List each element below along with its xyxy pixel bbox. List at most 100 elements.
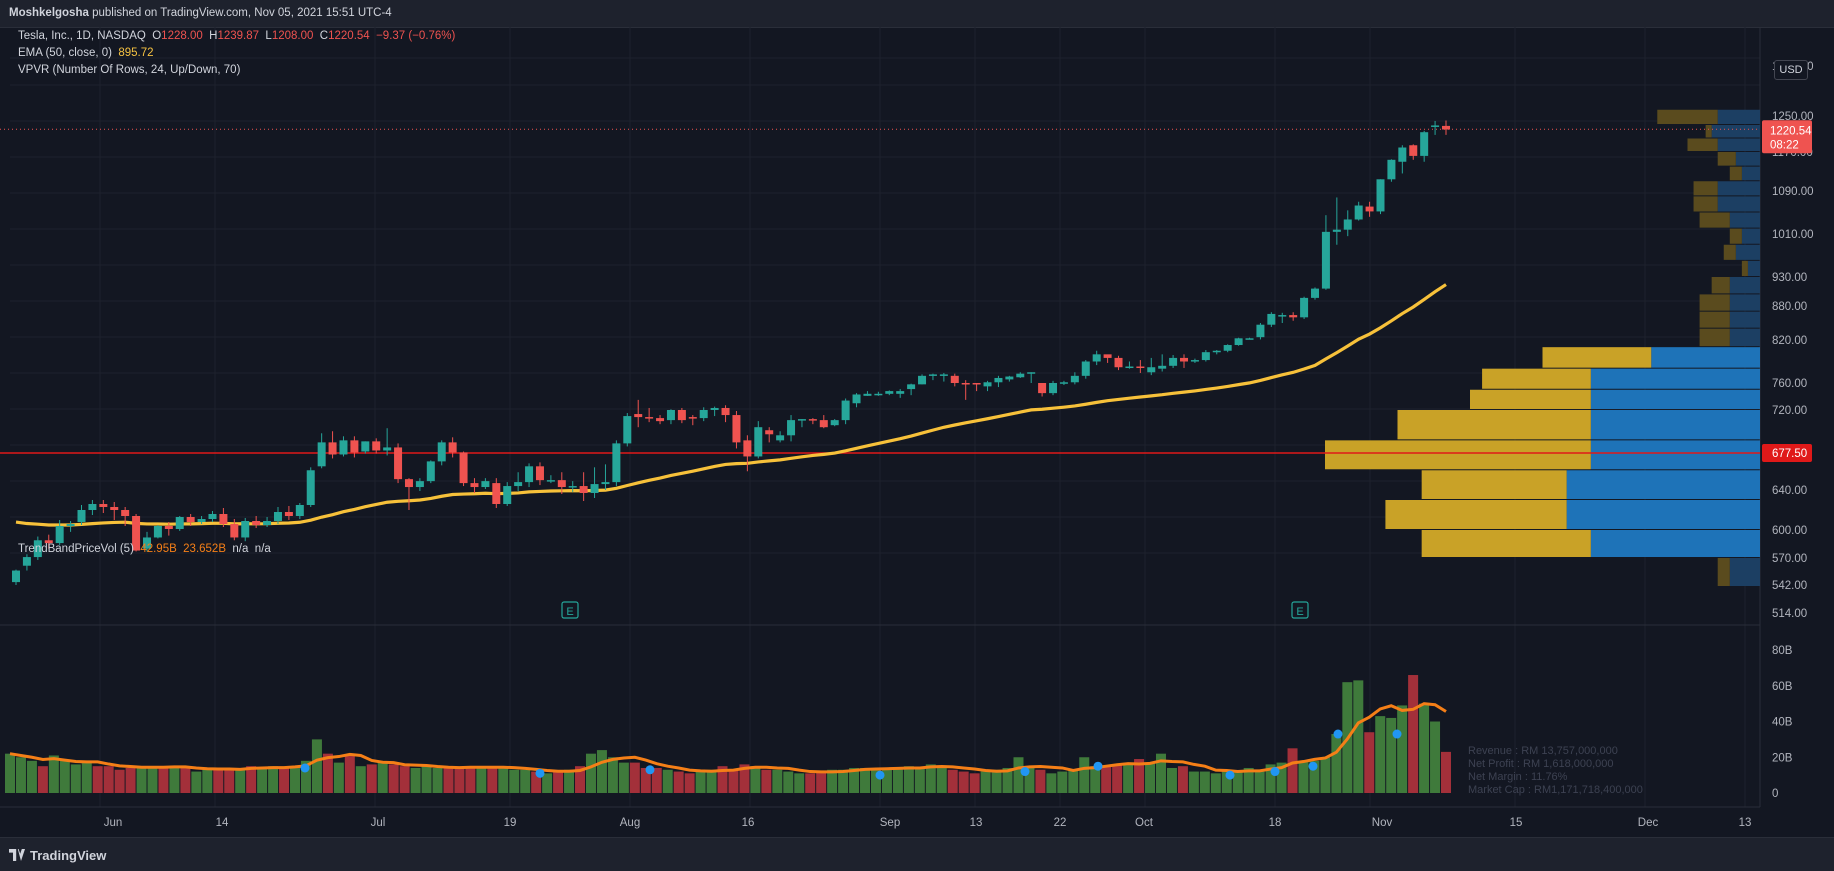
candle-body [219, 514, 228, 524]
tradingview-logo[interactable]: TradingView [9, 848, 106, 863]
chart-canvas[interactable]: EE1330.001250.001170.001090.001010.00930… [0, 27, 1834, 837]
candle-body [404, 479, 413, 488]
volume-bar [333, 762, 344, 793]
volume-bar [421, 766, 432, 793]
volume-bar [1101, 766, 1112, 793]
vpvr-up-bar [1717, 152, 1736, 166]
candle-body [579, 486, 588, 493]
footer: TradingView [0, 837, 1834, 871]
volume-bar [827, 769, 838, 793]
candle-body [732, 415, 741, 443]
volume-bar [684, 773, 695, 793]
ema-legend[interactable]: EMA (50, close, 0) 895.72 [18, 47, 154, 59]
candle-body [22, 557, 31, 566]
candle-body [339, 440, 348, 455]
close-value: 1220.54 [328, 30, 370, 42]
publish-bar: Moshkelgosha published on TradingView.co… [0, 0, 1834, 28]
volume-bar [1177, 766, 1188, 793]
vpvr-up-bar [1729, 166, 1742, 181]
vpvr-label: VPVR (Number Of Rows, 24, Up/Down, 70) [18, 64, 241, 76]
volume-bar [1298, 760, 1309, 793]
volume-bar [1408, 675, 1419, 793]
candle-body [1300, 297, 1309, 318]
candle-body [372, 441, 381, 451]
time-tick-label: Sep [880, 817, 900, 829]
volume-bar [399, 766, 410, 793]
candle-body [1059, 382, 1068, 384]
candle-body [12, 570, 20, 583]
volume-bar [15, 757, 26, 793]
volume-bar [1276, 762, 1287, 793]
vpvr-up-bar [1325, 440, 1591, 470]
volume-bar [147, 766, 158, 793]
volume-bar [542, 773, 553, 793]
candle-body [645, 417, 654, 419]
candle-body [437, 442, 446, 462]
last-price-box [1762, 120, 1812, 154]
volume-bar [70, 764, 81, 793]
candle-body [808, 419, 817, 421]
candle-body [852, 394, 861, 404]
trend-line [9, 702, 1447, 780]
candle-body [1409, 145, 1418, 156]
volume-bar [180, 767, 191, 793]
horizontal-line [0, 128, 1760, 454]
candle-body [776, 435, 785, 441]
volume-bar [761, 769, 772, 793]
candle-body [1169, 357, 1178, 366]
candle-body [99, 504, 108, 507]
volume-bar [794, 773, 805, 793]
candle-body [994, 377, 1003, 383]
candle-body [110, 507, 119, 510]
trend-signal-dot [645, 765, 655, 775]
candle-body [743, 440, 752, 457]
candle-body [983, 382, 992, 387]
volume-bar [322, 753, 333, 793]
volume-bar [213, 767, 224, 793]
author-name[interactable]: Moshkelgosha [9, 7, 89, 19]
vpvr-down-bar [1717, 109, 1760, 124]
candle-body [874, 393, 883, 396]
hline-price-label: 677.50 [1772, 448, 1807, 460]
axes: EE1330.001250.001170.001090.001010.00930… [104, 61, 1814, 829]
volume-bar [498, 767, 509, 793]
vpvr-up-bar [1385, 500, 1567, 529]
candle-body [44, 540, 53, 544]
volume-bar [991, 769, 1002, 793]
vpvr-up-bar [1717, 558, 1730, 586]
vpvr-legend[interactable]: VPVR (Number Of Rows, 24, Up/Down, 70) [18, 64, 240, 76]
candle-body [787, 420, 796, 436]
symbol-name[interactable]: Tesla, Inc., 1D, NASDAQ [18, 30, 146, 42]
currency-button[interactable]: USD [1774, 60, 1808, 80]
close-label: C [319, 30, 329, 42]
vpvr-down-bar [1729, 311, 1760, 328]
price-tick-label: 570.00 [1772, 553, 1807, 565]
trend-legend[interactable]: TrendBandPriceVol (5) 42.95B 23.652B n/a… [18, 543, 271, 555]
candle-body [1278, 315, 1287, 317]
chart-area[interactable]: EE1330.001250.001170.001090.001010.00930… [0, 27, 1834, 837]
volume-bar [783, 771, 794, 793]
trend-signal-dot [1020, 767, 1030, 777]
candle-body [1343, 219, 1352, 230]
candle-body [1245, 338, 1254, 340]
volume-tick-label: 80B [1772, 645, 1793, 657]
volume-bar [300, 760, 311, 793]
volume-bar [728, 769, 739, 793]
volume-bar [596, 750, 607, 793]
candle-body [295, 505, 304, 516]
volume-bar [564, 769, 575, 793]
candle-body [656, 418, 665, 422]
volume-bar [805, 773, 816, 793]
price-tick-label: 640.00 [1772, 485, 1807, 497]
vpvr-down-bar [1735, 244, 1760, 260]
candle-body [142, 537, 151, 549]
time-tick-label: 13 [970, 817, 983, 829]
volume-bar [618, 762, 629, 793]
vpvr-down-bar [1590, 440, 1760, 470]
candle-body [1180, 357, 1189, 362]
vpvr-up-bar [1729, 228, 1742, 244]
candle-body [514, 482, 523, 487]
candle-body [470, 483, 479, 488]
vpvr-up-bar [1421, 470, 1567, 499]
candle-body [263, 521, 272, 525]
